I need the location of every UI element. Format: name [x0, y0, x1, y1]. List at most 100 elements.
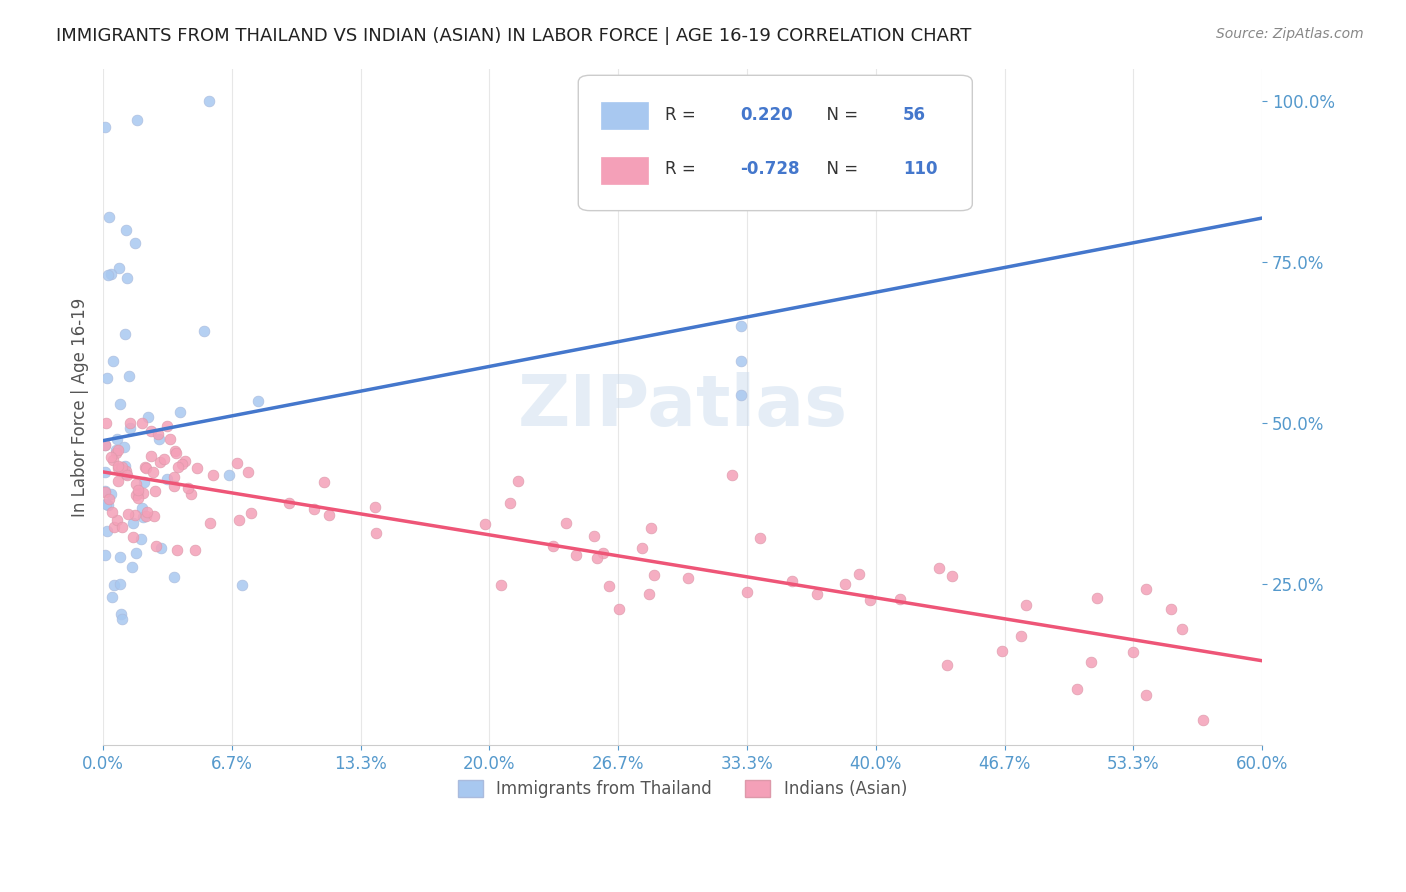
Point [312, 475, 335, 490]
Point [110, 612, 132, 626]
Point [107, 474, 129, 488]
Point [108, 577, 131, 591]
Point [114, 459, 136, 474]
Point [97, 268, 120, 282]
Point [105, 443, 128, 458]
Point [730, 354, 752, 368]
Point [94, 438, 117, 452]
Point [565, 548, 588, 562]
Point [132, 475, 155, 489]
Point [1085, 591, 1108, 605]
Point [124, 508, 146, 522]
Point [110, 549, 132, 564]
Point [125, 476, 148, 491]
Point [730, 388, 752, 402]
Point [105, 432, 128, 446]
Point [630, 541, 652, 556]
Y-axis label: In Labor Force | Age 16-19: In Labor Force | Age 16-19 [72, 297, 89, 516]
Point [105, 445, 128, 459]
Point [131, 416, 153, 430]
Point [1122, 645, 1144, 659]
Point [1015, 599, 1038, 613]
Point [132, 509, 155, 524]
Point [246, 393, 269, 408]
Point [115, 222, 138, 236]
FancyBboxPatch shape [578, 75, 973, 211]
Point [135, 461, 157, 475]
Point [474, 517, 496, 532]
Point [499, 496, 522, 510]
Point [115, 464, 138, 478]
Point [121, 560, 143, 574]
Point [541, 539, 564, 553]
Point [127, 113, 149, 128]
Point [180, 487, 202, 501]
Point [1171, 622, 1194, 636]
Text: R =: R = [665, 160, 702, 178]
Text: IMMIGRANTS FROM THAILAND VS INDIAN (ASIAN) IN LABOR FORCE | AGE 16-19 CORRELATIO: IMMIGRANTS FROM THAILAND VS INDIAN (ASIA… [56, 27, 972, 45]
Point [889, 591, 911, 606]
Point [928, 561, 950, 575]
Point [166, 460, 188, 475]
Point [110, 462, 132, 476]
Point [163, 570, 186, 584]
Point [146, 427, 169, 442]
Point [141, 424, 163, 438]
Point [806, 587, 828, 601]
Point [143, 483, 166, 498]
Point [935, 658, 957, 673]
Point [96, 524, 118, 538]
Point [163, 470, 186, 484]
Point [228, 513, 250, 527]
Point [730, 171, 752, 186]
Text: R =: R = [665, 105, 702, 123]
Text: Source: ZipAtlas.com: Source: ZipAtlas.com [1216, 27, 1364, 41]
Point [198, 94, 221, 108]
Point [98, 491, 121, 506]
Bar [602, 156, 648, 184]
Point [302, 502, 325, 516]
Point [101, 590, 124, 604]
Point [834, 577, 856, 591]
Point [118, 421, 141, 435]
Point [125, 546, 148, 560]
Point [555, 516, 578, 530]
Text: 110: 110 [903, 160, 938, 178]
Point [94, 548, 117, 562]
Point [96, 416, 118, 430]
Point [721, 467, 744, 482]
Point [1160, 601, 1182, 615]
Point [139, 449, 162, 463]
Point [100, 487, 122, 501]
Point [318, 508, 340, 523]
Point [107, 458, 129, 473]
Point [148, 433, 170, 447]
Point [231, 578, 253, 592]
Point [94, 485, 117, 500]
Point [193, 324, 215, 338]
Point [108, 397, 131, 411]
Point [640, 521, 662, 535]
Point [676, 571, 699, 585]
Text: -0.728: -0.728 [741, 160, 800, 178]
Point [117, 271, 139, 285]
Point [364, 525, 387, 540]
Point [159, 432, 181, 446]
Point [121, 516, 143, 530]
Point [105, 513, 128, 527]
Point [132, 486, 155, 500]
Point [150, 541, 173, 556]
Point [101, 354, 124, 368]
Point [170, 457, 193, 471]
Point [100, 505, 122, 519]
Point [131, 501, 153, 516]
Point [1066, 682, 1088, 697]
Legend: Immigrants from Thailand, Indians (Asian): Immigrants from Thailand, Indians (Asian… [451, 773, 914, 805]
Point [118, 368, 141, 383]
Point [1010, 629, 1032, 643]
Point [94, 438, 117, 452]
Point [129, 532, 152, 546]
Point [153, 452, 176, 467]
Point [97, 498, 120, 512]
Text: 0.220: 0.220 [741, 105, 793, 123]
